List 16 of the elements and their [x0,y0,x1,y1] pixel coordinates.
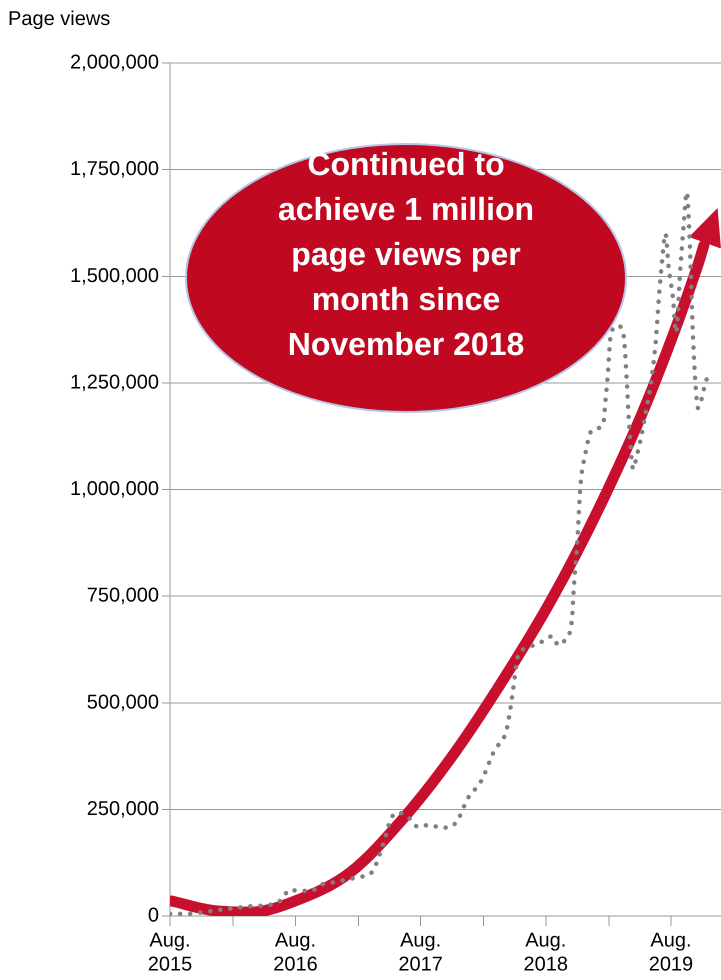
x-tick-label: Aug. 2019 [648,930,694,976]
y-tick-label: 1,750,000 [70,158,159,180]
y-axis-title: Page views [8,8,110,31]
y-tick-label: 1,250,000 [70,371,159,394]
y-tick-label: 1,000,000 [70,478,159,500]
x-tick-label: Aug. 2016 [273,930,318,976]
x-tick-label: Aug. 2017 [398,930,443,976]
y-tick-label: 0 [148,904,159,927]
annotation: Continued to achieve 1 million page views per month since November 2018 [276,145,536,364]
y-tick-label: 250,000 [86,798,159,820]
y-tick-label: 1,500,000 [70,264,159,287]
y-tick-label: 500,000 [86,691,159,714]
y-tick-label: 2,000,000 [70,52,159,74]
x-tick-label: Aug. 2018 [524,930,568,976]
x-tick-label: Aug. 2015 [148,930,192,976]
y-tick-label: 750,000 [86,584,159,607]
